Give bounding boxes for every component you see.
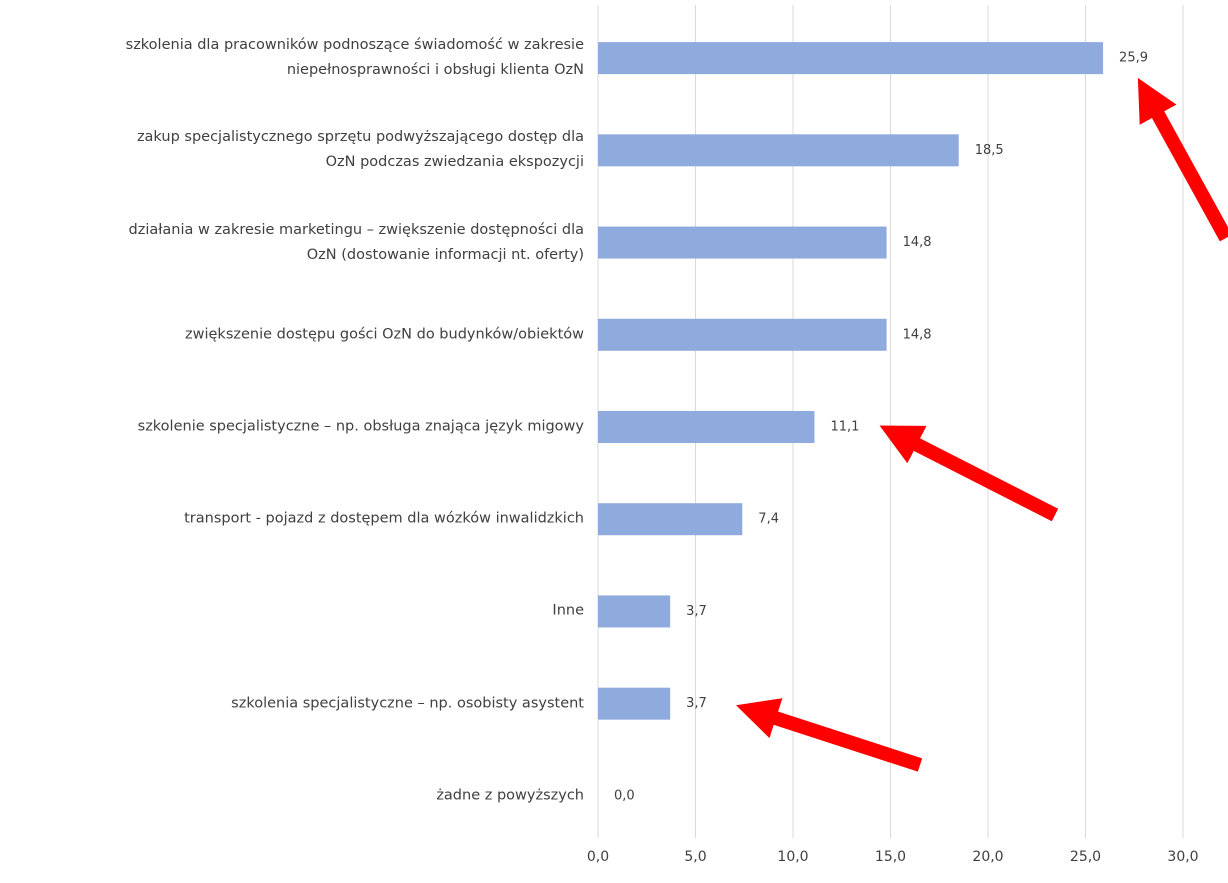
arrow (879, 425, 1059, 522)
arrow (736, 698, 923, 772)
value-label: 14,8 (903, 235, 932, 250)
bar (598, 42, 1104, 75)
value-label: 11,1 (830, 420, 859, 435)
value-label: 14,8 (903, 327, 932, 342)
category-label: szkolenie specjalistyczne – np. obsługa … (137, 418, 584, 435)
bar (598, 226, 887, 259)
bar (598, 318, 887, 351)
x-tick-label: 25,0 (1070, 849, 1101, 865)
value-label: 0,0 (614, 788, 635, 803)
category-label: szkolenia dla pracowników podnoszące świ… (125, 37, 584, 79)
bar (598, 687, 671, 720)
annotation-arrows (736, 77, 1228, 772)
category-label: zwiększenie dostępu gości OzN do budynkó… (185, 326, 584, 343)
category-label: zakup specjalistycznego sprzętu podwyższ… (136, 129, 584, 171)
bar (598, 411, 815, 443)
bar (598, 134, 959, 167)
x-tick-label: 20,0 (972, 849, 1003, 865)
bar (598, 503, 743, 536)
x-tick-label: 5,0 (684, 849, 706, 865)
x-tick-label: 30,0 (1167, 849, 1198, 865)
x-tick-label: 10,0 (777, 849, 808, 865)
arrow (1137, 77, 1228, 242)
value-label: 3,7 (686, 604, 707, 619)
value-label: 3,7 (686, 696, 707, 711)
category-label: działania w zakresie marketingu – zwięks… (128, 221, 584, 263)
value-label: 25,9 (1119, 51, 1148, 66)
x-tick-label: 0,0 (587, 849, 609, 865)
bar (598, 595, 671, 628)
value-label: 7,4 (758, 512, 779, 527)
category-label: Inne (552, 602, 584, 619)
x-tick-label: 15,0 (875, 849, 906, 865)
category-label: żadne z powyższych (436, 787, 584, 804)
category-label: transport - pojazd z dostępem dla wózków… (184, 510, 584, 527)
category-label: szkolenia specjalistyczne – np. osobisty… (231, 695, 584, 712)
value-label: 18,5 (975, 143, 1004, 158)
